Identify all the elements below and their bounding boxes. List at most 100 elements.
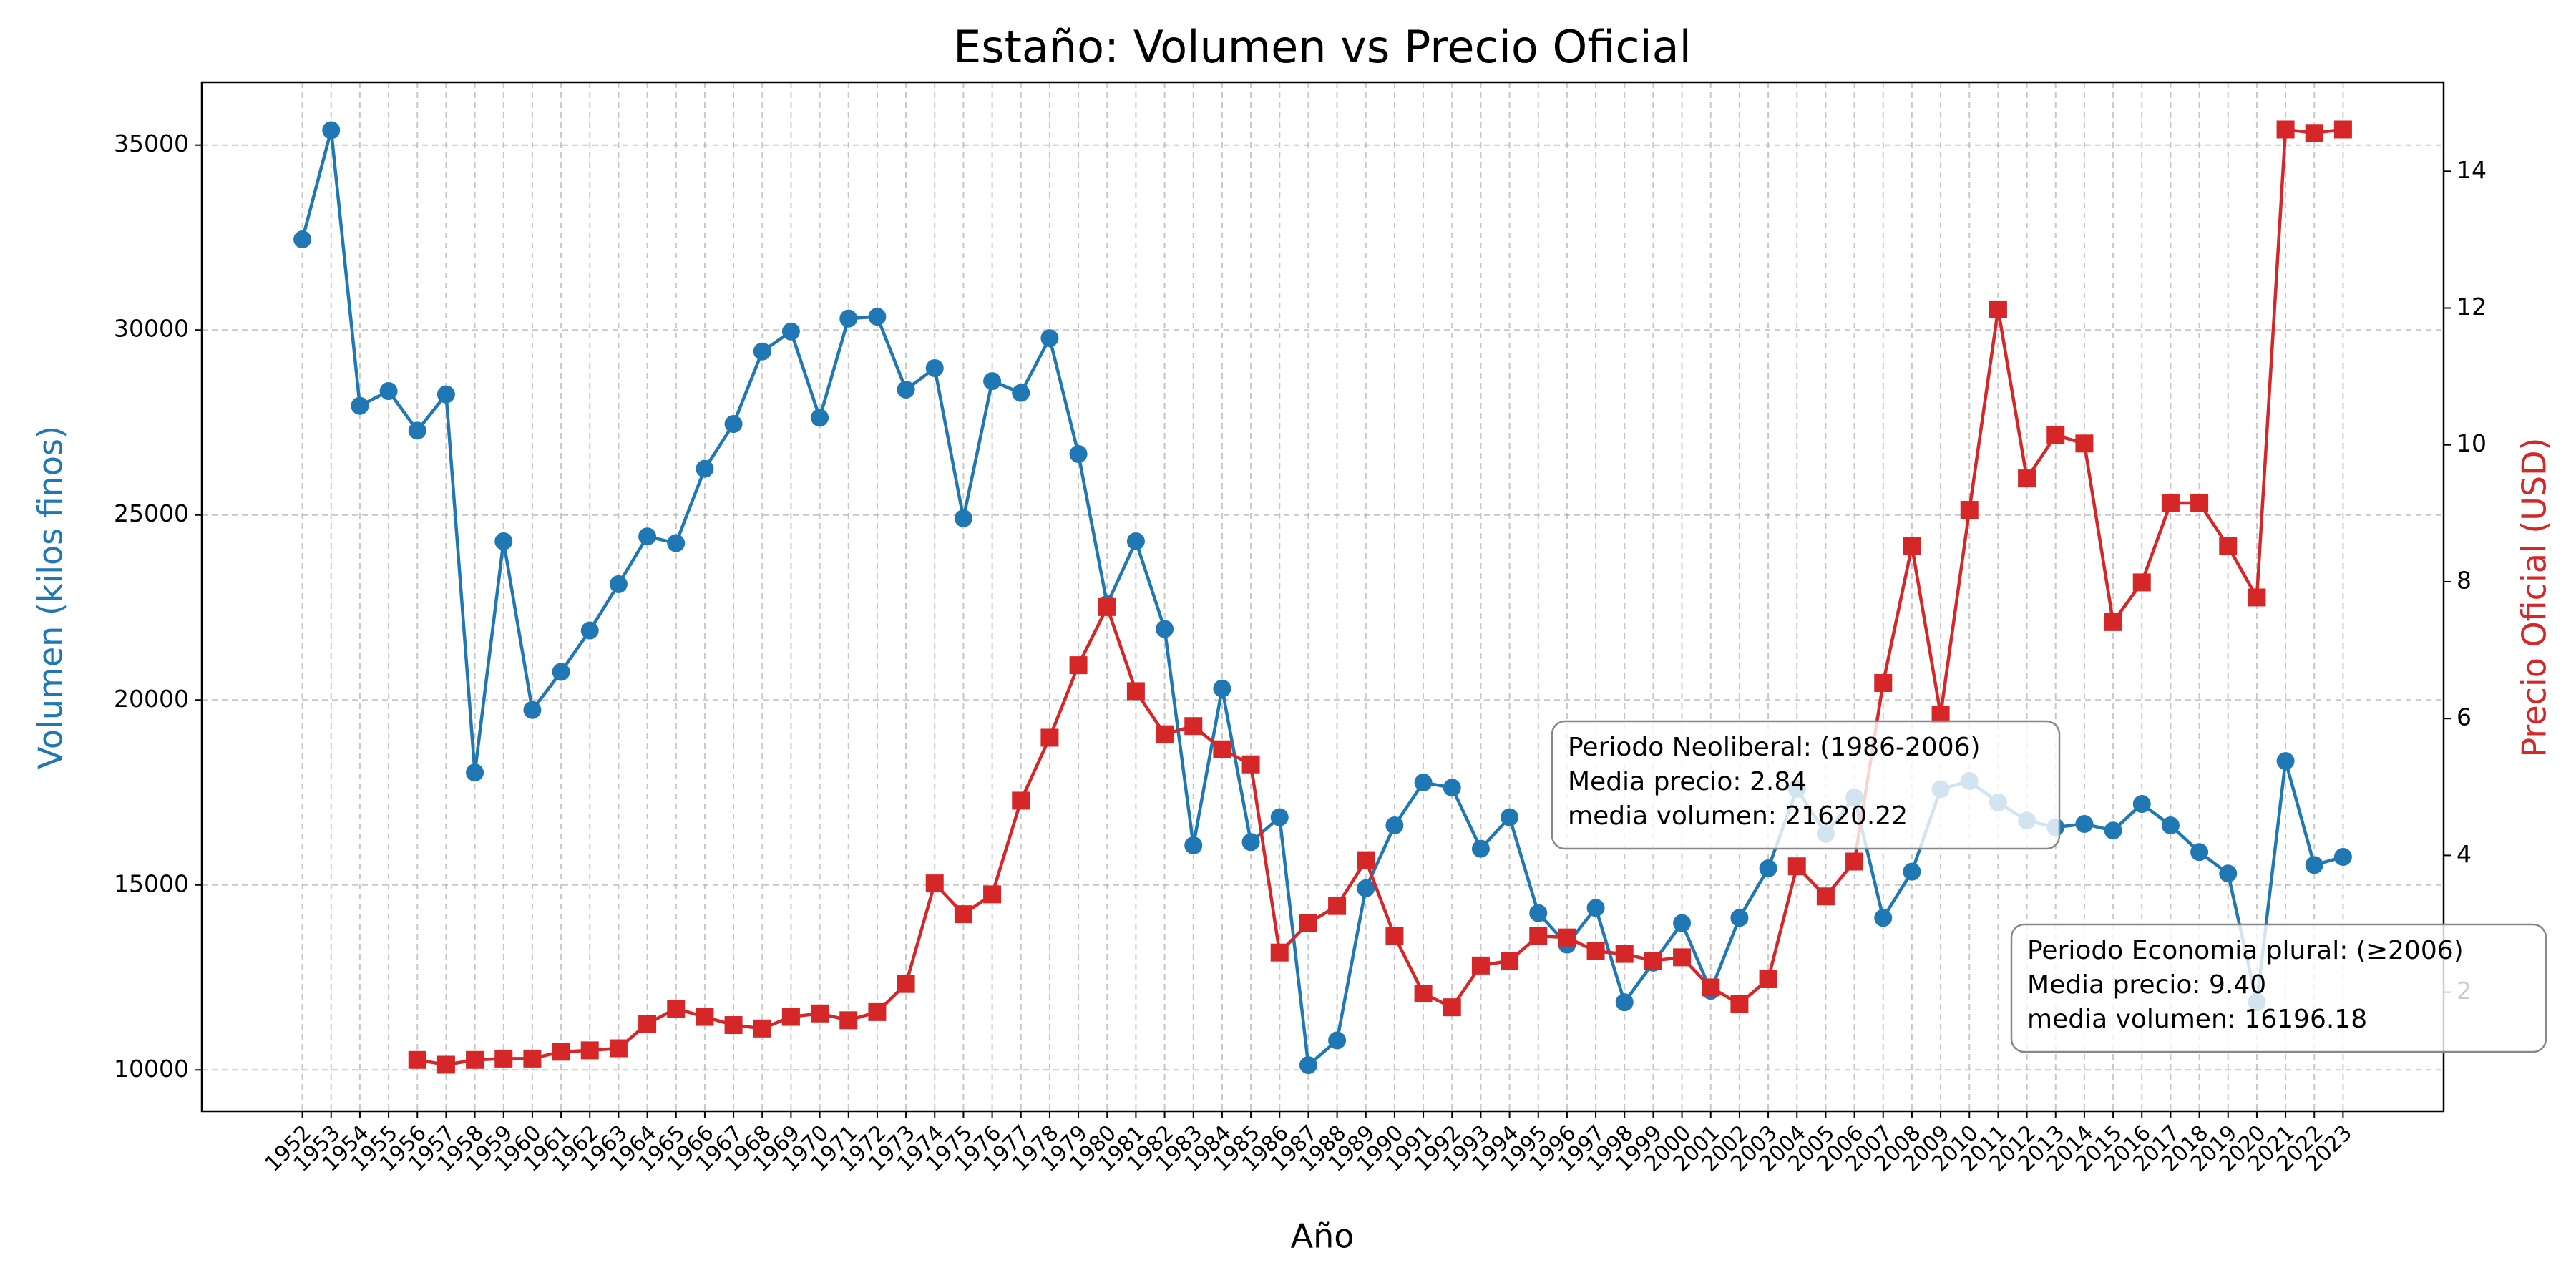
marker (1702, 978, 1720, 997)
marker (2075, 434, 2094, 453)
marker (1414, 985, 1433, 1003)
marker (667, 1000, 686, 1018)
marker (811, 1004, 829, 1023)
marker (1299, 914, 1317, 932)
marker (1845, 852, 1864, 871)
marker (1443, 998, 1461, 1017)
marker (1328, 897, 1347, 915)
marker (1989, 300, 2007, 318)
marker (2276, 120, 2295, 139)
annotation-text: Periodo Neoliberal: (1986-2006) (1568, 733, 1981, 762)
marker (868, 1002, 887, 1021)
annotation-text: Media precio: 2.84 (1568, 767, 1807, 796)
marker (1529, 927, 1548, 945)
marker (1414, 774, 1433, 792)
marker (1903, 537, 1921, 555)
marker (1586, 942, 1605, 960)
marker (1385, 927, 1404, 945)
marker (1501, 952, 1519, 970)
y-tick-label: 35000 (114, 130, 189, 157)
marker (552, 1043, 570, 1061)
marker (2305, 856, 2323, 874)
marker (1069, 656, 1088, 675)
y2-tick-label: 4 (2457, 840, 2472, 868)
marker (2276, 752, 2295, 771)
marker (1759, 859, 1777, 878)
marker (2104, 821, 2122, 840)
marker (523, 701, 542, 719)
marker (436, 385, 455, 404)
marker (293, 230, 312, 249)
marker (868, 308, 887, 326)
y2-tick-label: 6 (2457, 703, 2472, 731)
marker (1615, 945, 1634, 963)
marker (408, 1050, 426, 1069)
marker (781, 322, 800, 341)
marker (408, 421, 426, 440)
annotation-text: Media precio: 9.40 (2027, 970, 2266, 1000)
y-tick-label: 20000 (114, 685, 189, 713)
y2-axis-label: Precio Oficial (USD) (2515, 438, 2554, 758)
marker (466, 1050, 484, 1069)
marker (1787, 857, 1806, 876)
marker (1357, 851, 1375, 869)
marker (2132, 573, 2151, 592)
marker (1328, 1031, 1347, 1050)
marker (1270, 808, 1289, 826)
marker (925, 358, 944, 377)
marker (781, 1008, 800, 1026)
marker (1156, 620, 1174, 638)
marker (1586, 899, 1605, 917)
x-axis-label: Año (1291, 1217, 1355, 1256)
marker (552, 663, 570, 681)
marker (954, 905, 972, 924)
marker (2161, 816, 2180, 835)
y2-tick-label: 8 (2457, 566, 2472, 594)
marker (2161, 494, 2180, 512)
marker (1184, 836, 1203, 854)
y2-tick-label: 12 (2457, 293, 2487, 321)
marker (1126, 682, 1145, 701)
annotation-text: Periodo Economia plural: (≥2006) (2027, 936, 2464, 965)
marker (1471, 839, 1490, 858)
marker (2075, 814, 2094, 833)
marker (1040, 329, 1059, 348)
marker (1385, 816, 1404, 835)
marker (638, 1015, 657, 1033)
marker (1960, 501, 1979, 519)
marker (1040, 728, 1059, 747)
marker (839, 1011, 858, 1030)
marker (436, 1055, 455, 1074)
marker (2018, 469, 2036, 488)
marker (2190, 494, 2209, 512)
marker (1357, 879, 1375, 897)
y2-tick-label: 14 (2457, 156, 2487, 184)
marker (2333, 120, 2352, 139)
marker (696, 459, 714, 478)
marker (1501, 808, 1519, 826)
marker (1673, 948, 1692, 967)
marker (1730, 909, 1749, 927)
marker (811, 409, 829, 427)
marker (494, 1049, 513, 1068)
marker (1270, 943, 1289, 962)
marker (1012, 384, 1030, 402)
marker (724, 1016, 743, 1035)
marker (1615, 993, 1634, 1012)
marker (954, 509, 972, 527)
marker (2104, 613, 2122, 631)
marker (1443, 779, 1461, 797)
marker (724, 415, 743, 434)
marker (2190, 843, 2209, 862)
marker (1529, 904, 1548, 922)
marker (897, 380, 915, 399)
y-axis-label: Volumen (kilos finos) (31, 426, 70, 769)
y-tick-label: 25000 (114, 499, 189, 527)
marker (1730, 995, 1749, 1013)
marker (1069, 444, 1088, 463)
marker (2305, 124, 2323, 142)
y-tick-label: 10000 (114, 1055, 189, 1083)
marker (696, 1008, 714, 1026)
marker (839, 309, 858, 328)
